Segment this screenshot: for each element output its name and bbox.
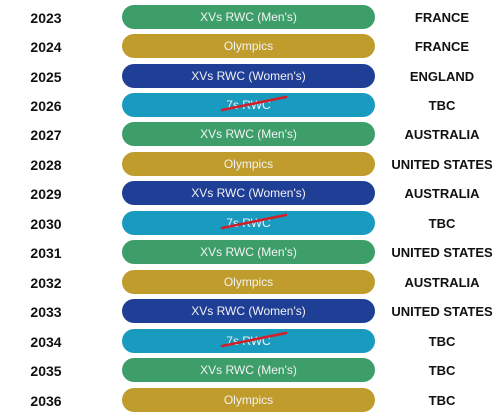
event-label: XVs RWC (Men's) <box>200 245 297 259</box>
year-label: 2029 <box>30 186 62 202</box>
year-label: 2028 <box>30 157 62 173</box>
event-label-text: 7s RWC <box>226 334 271 348</box>
schedule-row: 2029 XVs RWC (Women's) AUSTRALIA <box>0 181 500 207</box>
event-pill-olympics: Olympics <box>122 34 375 58</box>
event-label: Olympics <box>223 157 274 171</box>
year-label: 2031 <box>30 245 62 261</box>
year-label: 2033 <box>30 304 62 320</box>
event-label: XVs RWC (Men's) <box>200 363 297 377</box>
event-pill-womens-rwc: XVs RWC (Women's) <box>122 299 375 323</box>
event-pill-sevens-rwc: 7s RWC <box>122 211 375 235</box>
year-label: 2024 <box>30 39 62 55</box>
event-label: XVs RWC (Men's) <box>200 10 297 24</box>
host-label: AUSTRALIA <box>404 186 480 201</box>
event-pill-mens-rwc: XVs RWC (Men's) <box>122 240 375 264</box>
schedule-row: 2025 XVs RWC (Women's) ENGLAND <box>0 64 500 90</box>
year-label: 2034 <box>30 334 62 350</box>
event-label: XVs RWC (Women's) <box>191 186 306 200</box>
host-label: AUSTRALIA <box>404 127 480 142</box>
schedule-row: 2034 7s RWC TBC <box>0 329 500 355</box>
year-label: 2036 <box>30 393 62 409</box>
schedule-row: 2030 7s RWC TBC <box>0 211 500 237</box>
year-label: 2026 <box>30 98 62 114</box>
host-label: TBC <box>428 98 456 113</box>
year-label: 2023 <box>30 10 62 26</box>
event-label: Olympics <box>223 275 274 289</box>
event-pill-olympics: Olympics <box>122 152 375 176</box>
year-label: 2025 <box>30 69 62 85</box>
host-label: FRANCE <box>414 39 470 54</box>
event-pill-sevens-rwc: 7s RWC <box>122 93 375 117</box>
event-label: Olympics <box>223 39 274 53</box>
event-label: XVs RWC (Women's) <box>191 304 306 318</box>
event-label-struck: 7s RWC <box>220 329 288 353</box>
event-pill-sevens-rwc: 7s RWC <box>122 329 375 353</box>
event-label-struck: 7s RWC <box>220 93 288 117</box>
event-pill-womens-rwc: XVs RWC (Women's) <box>122 64 375 88</box>
event-label: Olympics <box>223 393 274 407</box>
host-label: FRANCE <box>414 10 470 25</box>
schedule-row: 2027 XVs RWC (Men's) AUSTRALIA <box>0 122 500 148</box>
host-label: AUSTRALIA <box>404 275 480 290</box>
host-label: UNITED STATES <box>391 245 493 260</box>
event-pill-mens-rwc: XVs RWC (Men's) <box>122 122 375 146</box>
host-label: TBC <box>428 393 456 408</box>
event-pill-mens-rwc: XVs RWC (Men's) <box>122 5 375 29</box>
year-label: 2032 <box>30 275 62 291</box>
host-label: ENGLAND <box>409 69 475 84</box>
event-label-struck: 7s RWC <box>220 211 288 235</box>
schedule-row: 2026 7s RWC TBC <box>0 93 500 119</box>
schedule-row: 2023 XVs RWC (Men's) FRANCE <box>0 5 500 31</box>
event-label: XVs RWC (Women's) <box>191 69 306 83</box>
year-label: 2035 <box>30 363 62 379</box>
event-label: XVs RWC (Men's) <box>200 127 297 141</box>
host-label: TBC <box>428 363 456 378</box>
year-label: 2027 <box>30 127 62 143</box>
schedule-row: 2031 XVs RWC (Men's) UNITED STATES <box>0 240 500 266</box>
schedule-row: 2033 XVs RWC (Women's) UNITED STATES <box>0 299 500 325</box>
year-label: 2030 <box>30 216 62 232</box>
event-label-text: 7s RWC <box>226 98 271 112</box>
event-label-text: 7s RWC <box>226 216 271 230</box>
host-label: TBC <box>428 216 456 231</box>
schedule-row: 2036 Olympics TBC <box>0 388 500 414</box>
host-label: UNITED STATES <box>391 157 493 172</box>
event-pill-olympics: Olympics <box>122 388 375 412</box>
schedule-row: 2028 Olympics UNITED STATES <box>0 152 500 178</box>
schedule-row: 2024 Olympics FRANCE <box>0 34 500 60</box>
schedule-row: 2032 Olympics AUSTRALIA <box>0 270 500 296</box>
host-label: TBC <box>428 334 456 349</box>
schedule-row: 2035 XVs RWC (Men's) TBC <box>0 358 500 384</box>
event-pill-olympics: Olympics <box>122 270 375 294</box>
host-label: UNITED STATES <box>391 304 493 319</box>
event-pill-mens-rwc: XVs RWC (Men's) <box>122 358 375 382</box>
event-pill-womens-rwc: XVs RWC (Women's) <box>122 181 375 205</box>
